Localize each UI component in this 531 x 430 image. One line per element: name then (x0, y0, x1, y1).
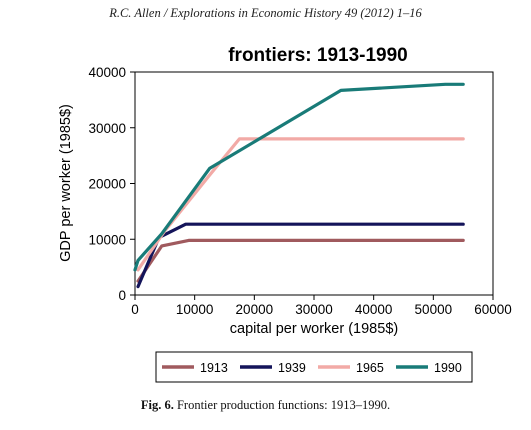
figure-caption: Fig. 6. Frontier production functions: 1… (0, 398, 531, 413)
figure-label: Fig. 6. (140, 398, 174, 412)
x-tick-label: 20000 (236, 302, 274, 317)
x-tick-label: 0 (131, 302, 139, 317)
series-line-1913 (136, 238, 465, 283)
y-axis-label: GDP per worker (1985$) (58, 104, 74, 262)
x-axis-label: capital per worker (1985$) (230, 321, 398, 337)
y-tick-label: 0 (118, 288, 126, 303)
legend-label-1990: 1990 (434, 361, 462, 375)
legend-label-1913: 1913 (200, 361, 228, 375)
caption-text: Frontier production functions: 1913–1990… (173, 398, 391, 412)
y-tick-label: 40000 (88, 65, 126, 80)
legend-label-1939: 1939 (278, 361, 306, 375)
chart-title: frontiers: 1913-1990 (228, 45, 408, 66)
y-tick-label: 20000 (88, 177, 126, 192)
x-tick-label: 10000 (176, 302, 214, 317)
series-line-1965 (136, 137, 465, 272)
legend-label-1965: 1965 (356, 361, 384, 375)
x-tick-label: 50000 (415, 302, 453, 317)
x-tick-label: 40000 (355, 302, 393, 317)
y-tick-label: 10000 (88, 232, 126, 247)
series-line-1990 (133, 82, 465, 272)
series-layer (133, 82, 465, 289)
x-tick-label: 30000 (295, 302, 333, 317)
y-axis: 0 10000 20000 30000 40000 (88, 65, 135, 303)
x-tick-label: 60000 (474, 302, 512, 317)
series-line-1939 (136, 222, 465, 289)
legend: 1913 1939 1965 1990 (162, 361, 462, 375)
x-axis: 0 10000 20000 30000 40000 50000 60000 (131, 295, 512, 317)
y-tick-label: 30000 (88, 121, 126, 136)
running-head: R.C. Allen / Explorations in Economic Hi… (109, 6, 422, 20)
